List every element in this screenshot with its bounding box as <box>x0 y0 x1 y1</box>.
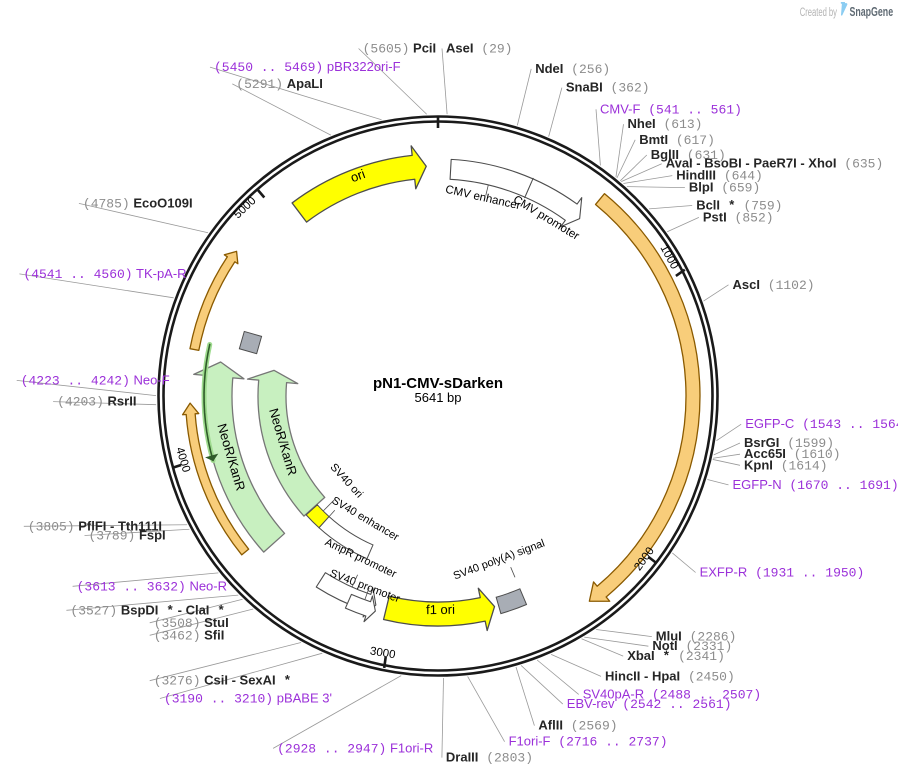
svg-text:PstI (852): PstI (852) <box>703 209 774 225</box>
svg-text:5641 bp: 5641 bp <box>415 390 462 405</box>
svg-text:BlpI (659): BlpI (659) <box>689 180 760 196</box>
svg-text:(2928 .. 2947) F1ori-R: (2928 .. 2947) F1ori-R <box>277 740 433 756</box>
svg-text:(5605) PciI: (5605) PciI <box>363 41 437 57</box>
svg-text:DraIII (2803): DraIII (2803) <box>446 750 533 766</box>
svg-text:AseI (29): AseI (29) <box>446 41 512 57</box>
svg-text:(4541 .. 4560) TK-pA-R: (4541 .. 4560) TK-pA-R <box>23 266 186 282</box>
svg-text:(3527) BspDI * - ClaI *: (3527) BspDI * - ClaI * <box>70 602 225 618</box>
svg-text:f1 ori: f1 ori <box>426 602 455 617</box>
svg-text:(3613 .. 3632) Neo-R: (3613 .. 3632) Neo-R <box>77 578 227 594</box>
svg-text:(5450 .. 5469) pBR322ori-F: (5450 .. 5469) pBR322ori-F <box>214 59 401 75</box>
svg-text:AflII (2569): AflII (2569) <box>538 718 617 734</box>
svg-text:BmtI (617): BmtI (617) <box>639 132 715 148</box>
svg-text:AscI (1102): AscI (1102) <box>733 277 815 293</box>
svg-text:EBV-rev (2542 .. 2561): EBV-rev (2542 .. 2561) <box>567 696 732 712</box>
svg-text:SnaBI (362): SnaBI (362) <box>566 80 650 96</box>
svg-text:(3789) FspI: (3789) FspI <box>89 528 166 544</box>
svg-text:XbaI * (2341): XbaI * (2341) <box>627 648 725 664</box>
svg-text:(3190 .. 3210) pBABE 3': (3190 .. 3210) pBABE 3' <box>164 691 332 707</box>
svg-text:EGFP-C (1543 .. 1564): EGFP-C (1543 .. 1564) <box>745 416 898 432</box>
svg-text:(4785) EcoO109I: (4785) EcoO109I <box>83 195 193 211</box>
svg-text:Created by: Created by <box>800 7 837 19</box>
svg-text:HincII - HpaI (2450): HincII - HpaI (2450) <box>605 668 735 684</box>
svg-text:(4223 .. 4242) Neo-F: (4223 .. 4242) Neo-F <box>21 372 170 388</box>
svg-text:EGFP-N (1670 .. 1691): EGFP-N (1670 .. 1691) <box>733 477 898 493</box>
svg-text:NheI (613): NheI (613) <box>628 116 703 132</box>
svg-text:EXFP-R (1931 .. 1950): EXFP-R (1931 .. 1950) <box>700 565 865 581</box>
svg-text:(4203) RsrII: (4203) RsrII <box>57 394 136 410</box>
svg-text:(3276) CsiI - SexAI *: (3276) CsiI - SexAI * <box>154 673 292 689</box>
svg-text:KpnI (1614): KpnI (1614) <box>744 457 828 473</box>
svg-text:CMV-F (541 .. 561): CMV-F (541 .. 561) <box>600 101 742 117</box>
svg-text:(5291) ApaLI: (5291) ApaLI <box>236 76 323 92</box>
svg-text:NdeI (256): NdeI (256) <box>535 61 610 77</box>
svg-text:SnapGene: SnapGene <box>850 4 894 19</box>
svg-text:F1ori-F (2716 .. 2737): F1ori-F (2716 .. 2737) <box>509 734 668 750</box>
